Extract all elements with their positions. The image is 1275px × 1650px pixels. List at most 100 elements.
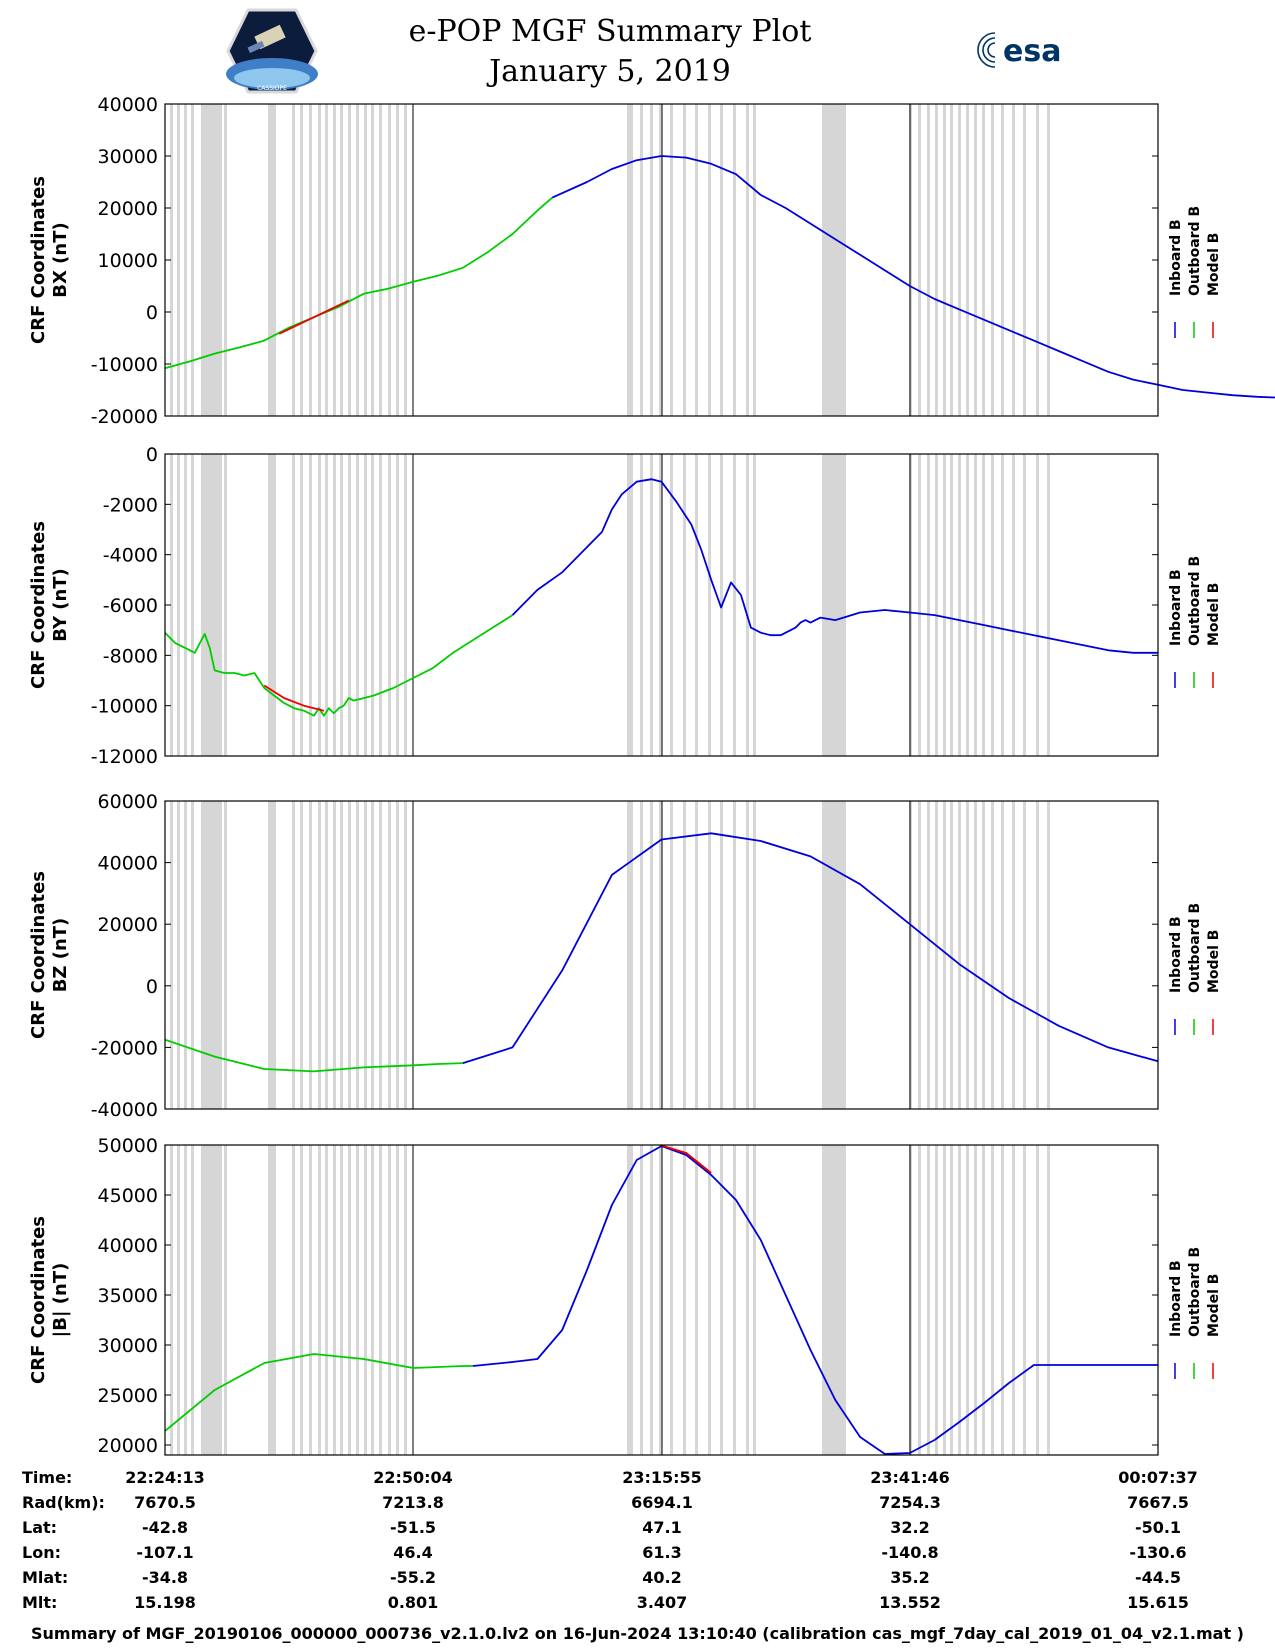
legend-label: Outboard B xyxy=(1187,903,1203,993)
y-tick-label: -6000 xyxy=(103,595,158,617)
orbit-value: -44.5 xyxy=(1134,1568,1182,1587)
y-axis-label-line1: CRF Coordinates xyxy=(28,521,49,689)
data-gap-band xyxy=(708,1145,711,1455)
data-gap-band xyxy=(982,454,985,756)
data-gap-band xyxy=(371,801,374,1109)
orbit-row-label: Lat: xyxy=(22,1518,58,1537)
data-gap-band xyxy=(733,454,736,756)
data-gap-band xyxy=(318,801,321,1109)
orbit-value: 6694.1 xyxy=(631,1493,693,1512)
data-gap-band xyxy=(364,1145,367,1455)
y-tick-label: -40000 xyxy=(91,1099,158,1121)
y-axis-label: CRF CoordinatesBY (nT) xyxy=(28,521,71,689)
legend-label: Inboard B xyxy=(1168,1260,1184,1337)
data-gap-band xyxy=(292,801,295,1109)
data-gap-band xyxy=(746,104,749,416)
data-gap-band xyxy=(695,1145,698,1455)
legend-label: Inboard B xyxy=(1168,219,1184,296)
orbit-value: 46.4 xyxy=(393,1543,433,1562)
data-gap-band xyxy=(396,1145,399,1455)
data-gap-band xyxy=(379,104,382,416)
legend-label: Inboard B xyxy=(1168,569,1184,646)
orbit-value: -50.1 xyxy=(1134,1518,1182,1537)
data-gap-band xyxy=(201,801,222,1109)
orbit-value: 13.552 xyxy=(879,1593,941,1612)
data-gap-band xyxy=(170,454,173,756)
data-gap-band xyxy=(720,1145,723,1455)
data-gap-band xyxy=(950,801,953,1109)
y-axis-label-line2: BZ (nT) xyxy=(50,918,71,993)
data-gap-band xyxy=(325,454,328,756)
data-gap-band xyxy=(191,454,194,756)
data-gap-band xyxy=(683,104,686,416)
data-gap-band xyxy=(927,801,930,1109)
orbit-value: 00:07:37 xyxy=(1118,1468,1198,1487)
data-gap-band xyxy=(950,454,953,756)
data-gap-band xyxy=(670,104,673,416)
data-gap-band xyxy=(708,454,711,756)
data-gap-band xyxy=(822,454,846,756)
orbit-value: -140.8 xyxy=(881,1543,939,1562)
data-gap-band xyxy=(640,454,643,756)
series-line-inboard-b xyxy=(462,832,1159,1064)
plot-panel: 20000 25000 30000 35000 40000 45000 50000 CRF C… xyxy=(28,1135,1222,1457)
data-gap-band xyxy=(309,454,312,756)
y-tick-label: 10000 xyxy=(98,250,158,272)
data-gap-band xyxy=(1012,454,1015,756)
data-gap-band xyxy=(746,1145,749,1455)
series-line-model-b xyxy=(661,1144,712,1174)
orbit-value: -51.5 xyxy=(389,1518,437,1537)
data-gap-band xyxy=(191,1145,194,1455)
data-gap-band xyxy=(991,1145,994,1455)
data-gap-band xyxy=(958,801,961,1109)
legend-label: Model B xyxy=(1206,1274,1222,1337)
orbit-value: -130.6 xyxy=(1129,1543,1187,1562)
data-gap-band xyxy=(640,1145,643,1455)
orbit-row-label: Mlt: xyxy=(22,1593,58,1612)
data-gap-band xyxy=(950,104,953,416)
orbit-value: 7667.5 xyxy=(1127,1493,1189,1512)
data-gap-band xyxy=(918,1145,921,1455)
data-gap-band xyxy=(201,1145,222,1455)
y-axis-label-line1: CRF Coordinates xyxy=(28,1216,49,1384)
title-block: e-POP MGF Summary Plot January 5, 2019 xyxy=(400,12,820,92)
data-gap-band xyxy=(309,104,312,416)
orbit-value: 7670.5 xyxy=(134,1493,196,1512)
plot-date: January 5, 2019 xyxy=(489,54,731,89)
data-gap-band xyxy=(627,801,633,1109)
data-gap-band xyxy=(379,1145,382,1455)
data-gap-band xyxy=(733,1145,736,1455)
data-gap-band xyxy=(333,454,336,756)
data-gap-band xyxy=(371,104,374,416)
data-gap-band xyxy=(170,104,173,416)
data-gap-band xyxy=(177,1145,180,1455)
y-tick-label: -10000 xyxy=(91,696,158,718)
data-gap-band xyxy=(974,454,977,756)
data-gap-band xyxy=(300,801,303,1109)
data-gap-band xyxy=(640,104,643,416)
data-gap-band xyxy=(333,801,336,1109)
data-gap-band xyxy=(627,1145,633,1455)
y-axis-label-line2: BX (nT) xyxy=(50,222,71,297)
data-gap-band xyxy=(1047,801,1050,1109)
data-gap-band xyxy=(753,1145,756,1455)
data-gap-band xyxy=(966,1145,969,1455)
y-tick-label: -4000 xyxy=(103,545,158,567)
data-gap-band xyxy=(746,454,749,756)
data-gap-band xyxy=(364,801,367,1109)
data-gap-band xyxy=(650,454,653,756)
orbit-value: -55.2 xyxy=(389,1568,437,1587)
data-gap-band xyxy=(1047,1145,1050,1455)
y-tick-label: 20000 xyxy=(98,1435,158,1457)
y-axis-label-line2: BY (nT) xyxy=(50,568,71,642)
data-gap-band xyxy=(958,1145,961,1455)
y-tick-label: -20000 xyxy=(91,406,158,428)
y-tick-label: 35000 xyxy=(98,1285,158,1307)
data-gap-band xyxy=(224,1145,227,1455)
y-tick-label: -20000 xyxy=(91,1037,158,1059)
esa-logo-text: esa xyxy=(1003,34,1061,69)
data-gap-band xyxy=(184,1145,187,1455)
y-axis-label-line2: |B| (nT) xyxy=(50,1263,71,1338)
legend-label: Model B xyxy=(1206,233,1222,296)
